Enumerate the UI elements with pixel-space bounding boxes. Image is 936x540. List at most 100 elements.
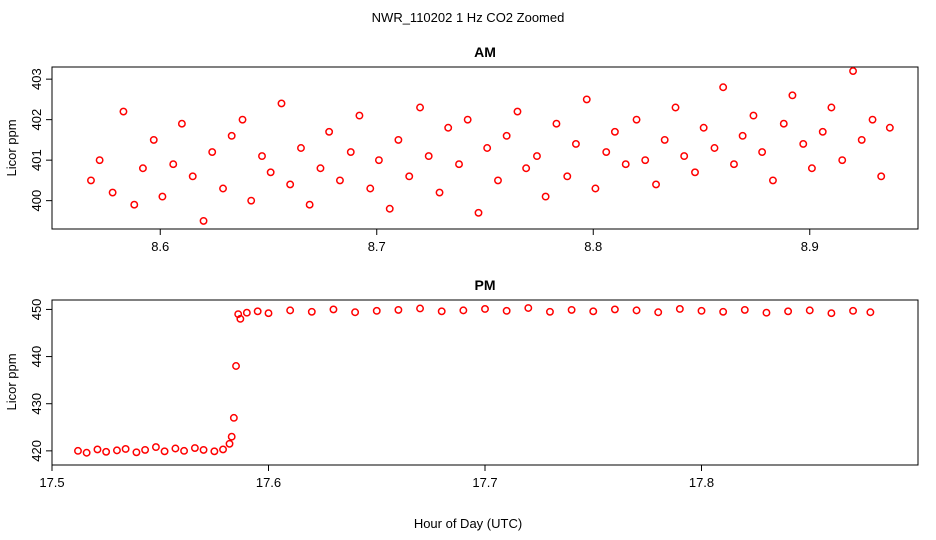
am-data-point: [188, 172, 197, 181]
am-data-point: [138, 164, 147, 173]
am-data-point: [641, 156, 650, 165]
am-data-point: [710, 144, 719, 152]
am-data-point: [799, 140, 808, 148]
pm-data-point: [675, 305, 684, 313]
am-data-point: [779, 119, 788, 128]
pm-panel-title: PM: [475, 277, 496, 293]
am-data-point: [416, 103, 424, 112]
am-data-point: [444, 123, 453, 132]
am-data-point: [788, 91, 797, 100]
am-data-point: [632, 115, 641, 124]
am-data-point: [316, 164, 325, 173]
pm-data-point: [190, 444, 199, 452]
am-data-point: [346, 148, 355, 157]
am-data-point: [691, 168, 699, 177]
pm-data-point: [740, 305, 749, 314]
pm-data-point: [286, 306, 295, 315]
pm-y-axis-label: Licor ppm: [4, 353, 19, 410]
pm-data-point: [236, 314, 245, 323]
am-data-point: [652, 180, 660, 189]
am-data-point: [177, 119, 186, 128]
am-y-tick-label: 402: [29, 109, 44, 131]
pm-data-point: [481, 305, 489, 313]
am-data-point: [602, 148, 611, 157]
am-data-point: [108, 188, 117, 197]
am-data-point: [699, 123, 708, 132]
am-data-point: [849, 67, 857, 76]
pm-panel: PM Licor ppm 17.5 17.6 17.7 17.8 420 430 440 450: [4, 277, 919, 490]
am-x-tick-label: 8.6: [151, 239, 169, 254]
am-plot-frame: [51, 66, 919, 230]
pm-data-point: [827, 309, 836, 318]
pm-data-point: [74, 446, 82, 455]
am-data-point: [455, 160, 463, 169]
figure-xlabel: Hour of Day (UTC): [414, 516, 522, 531]
am-data-point: [483, 144, 492, 152]
pm-data-point: [697, 306, 706, 315]
pm-x-tick-label: 17.8: [689, 475, 714, 490]
am-x-tick-label: 8.8: [584, 239, 602, 254]
am-data-point: [610, 127, 619, 136]
pm-data-point: [849, 306, 857, 315]
pm-data-point: [437, 307, 446, 316]
pm-data-point: [502, 306, 511, 315]
am-panel-title: AM: [474, 44, 496, 60]
am-data-point: [591, 184, 600, 193]
am-data-point: [219, 184, 227, 193]
am-data-point: [247, 196, 256, 205]
pm-data-point: [567, 305, 576, 314]
am-data-point: [325, 127, 334, 136]
am-data-point: [286, 180, 295, 189]
am-data-point: [868, 115, 877, 124]
pm-x-tick-label: 17.7: [472, 475, 497, 490]
pm-data-point: [610, 305, 619, 314]
pm-y-tick-label: 450: [29, 299, 44, 321]
pm-data-point: [719, 307, 728, 316]
pm-plot-frame: [51, 299, 919, 466]
am-y-tick-label: 401: [29, 149, 44, 171]
pm-data-point: [372, 306, 381, 315]
pm-data-point: [632, 306, 641, 315]
am-data-point: [621, 160, 630, 169]
am-data-point: [818, 127, 827, 136]
am-data-point: [807, 164, 816, 173]
am-data-point: [258, 152, 266, 161]
pm-data-point: [82, 448, 91, 457]
am-data-point: [738, 131, 747, 140]
am-data-point: [149, 135, 158, 144]
am-data-point: [563, 172, 572, 181]
am-data-point: [571, 140, 580, 148]
pm-data-point: [351, 308, 360, 317]
pm-data-point: [225, 439, 234, 448]
am-x-tick-label: 8.9: [801, 239, 819, 254]
pm-data-point: [102, 447, 111, 456]
pm-data-point: [264, 309, 273, 318]
pm-data-point: [141, 445, 150, 454]
pm-x-tick-label: 17.5: [39, 475, 64, 490]
am-panel: AM Licor ppm 8.6 8.7 8.8 8.9 400 401 402 403: [4, 44, 919, 254]
am-data-point: [366, 184, 375, 193]
pm-data-point: [151, 443, 160, 452]
am-data-point: [169, 160, 178, 169]
am-data-point: [680, 152, 689, 161]
pm-data-point: [394, 305, 403, 314]
am-data-point: [405, 172, 414, 181]
pm-data-point: [180, 446, 189, 455]
figure-title: NWR_110202 1 Hz CO2 Zoomed: [372, 10, 565, 25]
pm-data-point: [784, 307, 793, 316]
pm-data-point: [93, 445, 102, 454]
pm-data-point: [227, 432, 236, 441]
am-data-point: [838, 156, 847, 165]
pm-y-tick-label: 430: [29, 393, 44, 415]
am-data-point: [266, 168, 275, 177]
pm-data-point: [524, 304, 533, 312]
pm-data-point: [416, 304, 424, 313]
am-y-tick-label: 400: [29, 190, 44, 212]
am-data-point: [435, 188, 444, 197]
am-data-point: [671, 103, 680, 112]
pm-data-point: [866, 308, 875, 317]
am-data-point: [758, 148, 767, 157]
am-data-point: [877, 172, 886, 181]
am-data-point: [857, 135, 866, 144]
